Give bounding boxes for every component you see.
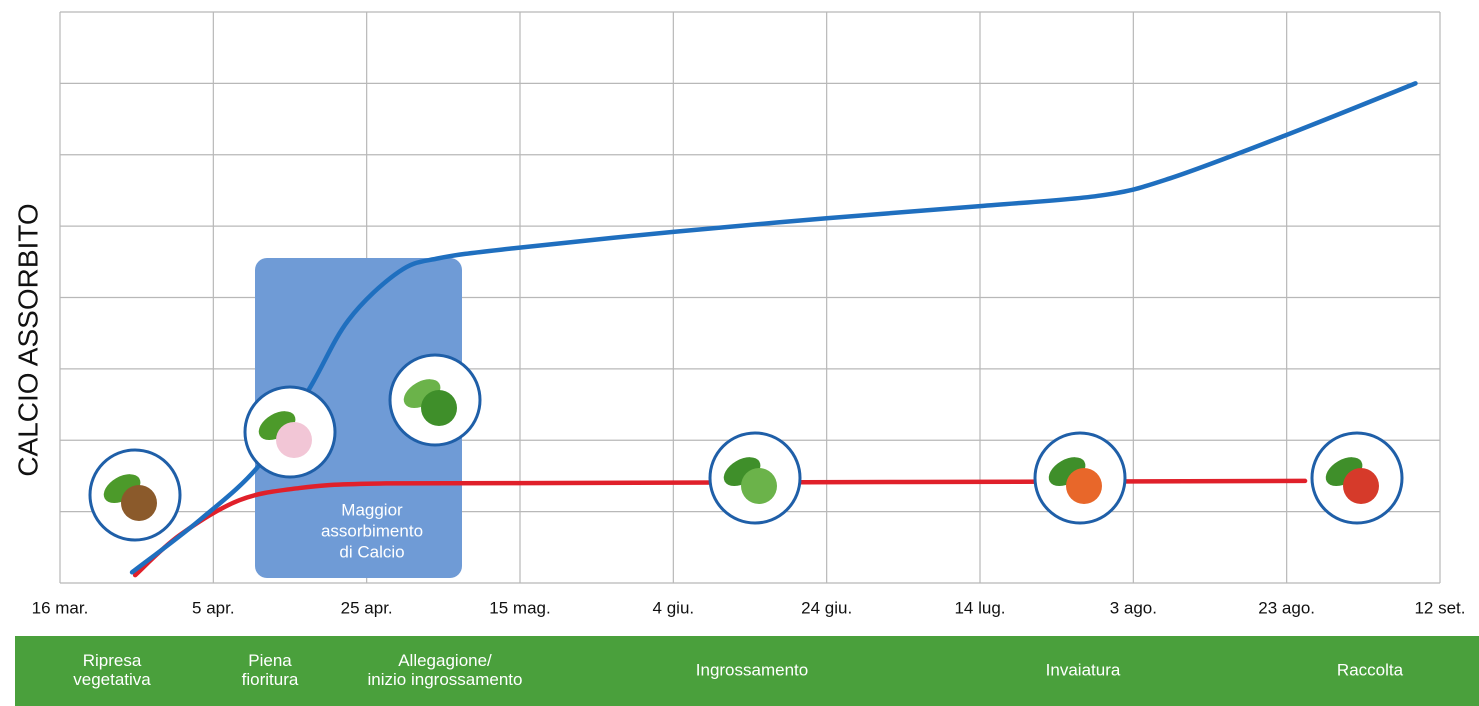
phase-label: Invaiatura	[1046, 660, 1121, 679]
icon-fruit	[121, 485, 157, 521]
highlight-text: Maggior	[341, 500, 403, 519]
phase-band	[15, 636, 1479, 706]
stage-icon	[388, 353, 482, 447]
x-tick-label: 24 giu.	[801, 598, 852, 617]
x-tick-label: 5 apr.	[192, 598, 235, 617]
x-tick-label: 23 ago.	[1258, 598, 1315, 617]
icon-fruit	[1343, 468, 1379, 504]
x-tick-label: 14 lug.	[954, 598, 1005, 617]
stage-icon	[1033, 431, 1127, 525]
phase-label: fioritura	[242, 670, 299, 689]
stage-icon	[708, 431, 802, 525]
stage-icon	[1310, 431, 1404, 525]
x-tick-label: 15 mag.	[489, 598, 550, 617]
x-tick-label: 25 apr.	[341, 598, 393, 617]
phase-label: Ingrossamento	[696, 660, 808, 679]
icon-fruit	[741, 468, 777, 504]
x-tick-label: 16 mar.	[32, 598, 89, 617]
phase-label: Allegagione/	[398, 651, 492, 670]
phase-label: Raccolta	[1337, 660, 1404, 679]
highlight-zone	[255, 258, 462, 578]
icon-fruit	[276, 422, 312, 458]
phase-label: Piena	[248, 651, 292, 670]
stage-icon	[243, 385, 337, 479]
phase-label: Ripresa	[83, 651, 142, 670]
x-tick-label: 12 set.	[1414, 598, 1465, 617]
highlight-text: assorbimento	[321, 521, 423, 540]
x-tick-label: 4 giu.	[653, 598, 695, 617]
icon-fruit	[1066, 468, 1102, 504]
phase-label: vegetativa	[73, 670, 151, 689]
stage-icon	[88, 448, 182, 542]
icon-fruit	[421, 390, 457, 426]
highlight-text: di Calcio	[339, 542, 404, 561]
x-tick-label: 3 ago.	[1110, 598, 1157, 617]
phase-label: inizio ingrossamento	[368, 670, 523, 689]
y-axis-label: CALCIO ASSORBITO	[12, 203, 43, 476]
